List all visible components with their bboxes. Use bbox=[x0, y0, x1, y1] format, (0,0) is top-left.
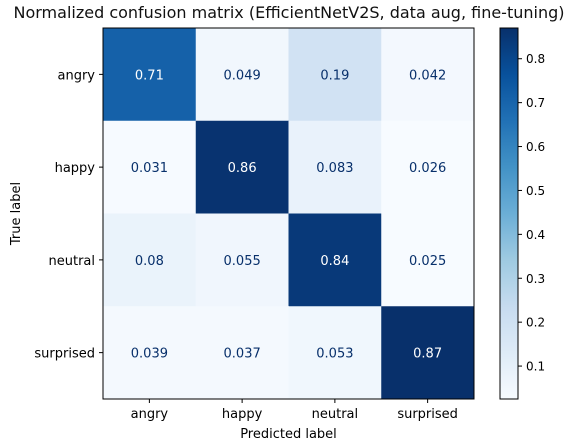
colorbar-gradient bbox=[499, 27, 519, 400]
heatmap-cell bbox=[195, 306, 289, 400]
cell-value-label: 0.08 bbox=[135, 254, 164, 269]
heatmap-cell bbox=[381, 28, 475, 122]
heatmap-cell bbox=[195, 28, 289, 122]
colorbar-tick-label: 0.6 bbox=[526, 140, 545, 154]
plot-frame bbox=[102, 27, 475, 400]
heatmap-cell-labels: 0.71 0.049 0.19 0.042 0.031 0.86 0.083 0.026 0.0… bbox=[131, 68, 446, 361]
x-tick-label: happy bbox=[222, 407, 263, 422]
heatmap-cell bbox=[381, 306, 475, 400]
cell-value-label: 0.19 bbox=[320, 68, 349, 83]
x-tick-label: angry bbox=[131, 407, 169, 422]
cell-value-label: 0.037 bbox=[224, 347, 261, 362]
cell-value-label: 0.87 bbox=[413, 347, 442, 362]
x-tick-label: neutral bbox=[312, 407, 359, 422]
heatmap-cell bbox=[103, 306, 197, 400]
heatmap-cell bbox=[103, 120, 197, 214]
heatmap-cells bbox=[103, 28, 475, 400]
heatmap-cell bbox=[288, 213, 382, 307]
cell-value-label: 0.049 bbox=[224, 68, 261, 83]
cell-value-label: 0.083 bbox=[316, 161, 353, 176]
colorbar-tick-label: 0.5 bbox=[526, 184, 545, 198]
cell-value-label: 0.053 bbox=[316, 347, 353, 362]
cell-value-label: 0.042 bbox=[409, 68, 446, 83]
heatmap-axes: angry happy neutral surprised angry happy neut… bbox=[34, 27, 475, 422]
y-tick-label: surprised bbox=[34, 347, 95, 362]
colorbar: 0.1 0.2 0.3 0.4 0.5 0.6 0.7 0.8 bbox=[499, 27, 545, 400]
heatmap-cell bbox=[103, 213, 197, 307]
cell-value-label: 0.025 bbox=[409, 254, 446, 269]
y-tick-label: angry bbox=[58, 68, 96, 83]
heatmap-cell bbox=[195, 213, 289, 307]
colorbar-tick-label: 0.7 bbox=[526, 96, 545, 110]
chart-title: Normalized confusion matrix (EfficientNe… bbox=[13, 3, 565, 22]
cell-value-label: 0.026 bbox=[409, 161, 446, 176]
cell-value-label: 0.86 bbox=[228, 161, 257, 176]
heatmap-cell bbox=[288, 120, 382, 214]
x-axis-title: Predicted label bbox=[240, 427, 337, 442]
cell-value-label: 0.031 bbox=[131, 161, 168, 176]
x-tick-label: surprised bbox=[397, 407, 458, 422]
heatmap-cell bbox=[103, 28, 197, 122]
y-tick-label: happy bbox=[55, 161, 96, 176]
heatmap-cell bbox=[381, 213, 475, 307]
cell-value-label: 0.84 bbox=[320, 254, 349, 269]
colorbar-tick-label: 0.3 bbox=[526, 272, 545, 286]
heatmap-cell bbox=[288, 306, 382, 400]
heatmap-cell bbox=[381, 120, 475, 214]
colorbar-tick-label: 0.4 bbox=[526, 228, 545, 242]
y-tick-label: neutral bbox=[49, 254, 96, 269]
y-axis-title: True label bbox=[9, 182, 24, 246]
heatmap-cell bbox=[288, 28, 382, 122]
colorbar-tick-label: 0.8 bbox=[526, 52, 545, 66]
cell-value-label: 0.039 bbox=[131, 347, 168, 362]
cell-value-label: 0.055 bbox=[224, 254, 261, 269]
cell-value-label: 0.71 bbox=[135, 68, 164, 83]
heatmap-cell bbox=[195, 120, 289, 214]
colorbar-tick-label: 0.1 bbox=[526, 360, 545, 374]
colorbar-tick-label: 0.2 bbox=[526, 316, 545, 330]
